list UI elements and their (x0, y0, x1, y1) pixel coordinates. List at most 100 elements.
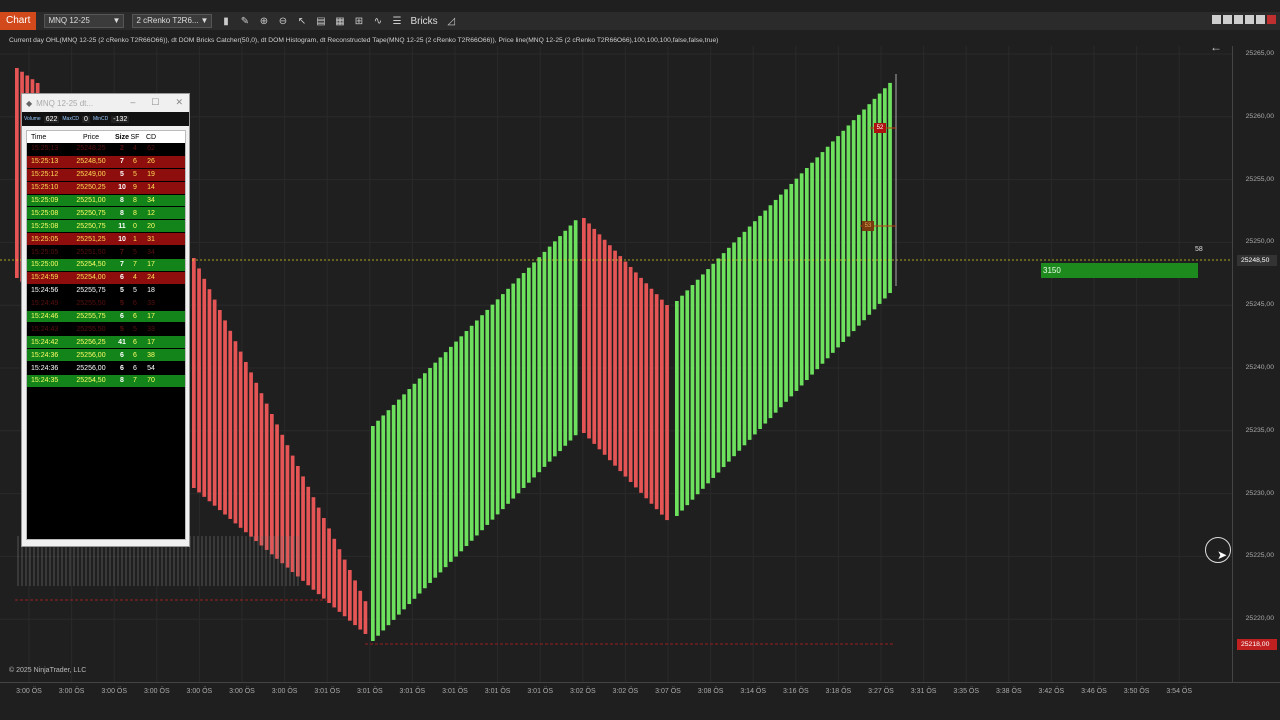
bar-type-selector[interactable]: 2 cRenko T2R6... ▼ (132, 14, 213, 28)
renko-brick-column (223, 320, 227, 515)
maximize-icon[interactable] (1223, 15, 1232, 24)
renko-brick-column (264, 403, 269, 550)
tape-cell-price: 25254,00 (76, 274, 106, 282)
tape-table[interactable]: Time Price Size SF CD 15:25:13 25248,25 2 4… (26, 130, 186, 540)
tape-cell-price: 25250,75 (76, 209, 106, 217)
renko-brick-column (644, 283, 649, 499)
data-box-icon[interactable]: ▤ (316, 15, 326, 27)
tape-cell-time: 15:25:12 (31, 171, 59, 179)
chart-tab[interactable]: Chart (0, 12, 37, 30)
pointer-icon[interactable]: ↖ (297, 15, 307, 27)
tape-cell-size: 10 (118, 184, 126, 192)
renko-brick-column (810, 162, 814, 375)
tape-cell-size: 7 (120, 158, 124, 166)
tape-title: MNQ 12-25 dt... (36, 98, 94, 108)
tape-cell-cd: 62 (147, 145, 155, 153)
renko-brick-column (721, 253, 726, 468)
time-tick-label: 3:01 ÖS (527, 688, 554, 695)
renko-brick-column (449, 346, 453, 562)
zoom-in-icon[interactable]: ⊕ (259, 15, 269, 27)
close-icon[interactable]: ✕ (175, 97, 183, 107)
drawing-tool-icon[interactable]: ◿ (447, 15, 456, 27)
minimize-icon[interactable] (1245, 15, 1254, 24)
properties-icon[interactable]: ▦ (335, 15, 345, 27)
renko-brick-column (649, 288, 654, 504)
tape-cell-size: 6 (120, 313, 124, 321)
tape-cell-time: 15:24:36 (31, 364, 59, 372)
time-tick-label: 3:54 ÖS (1166, 688, 1193, 695)
tape-cell-time: 15:24:36 (31, 351, 59, 359)
zoom-out-icon[interactable]: ⊖ (278, 15, 288, 27)
renko-brick-column (877, 93, 882, 304)
tape-cell-time: 15:24:42 (31, 338, 59, 346)
renko-brick-column (841, 130, 846, 342)
renko-brick-column (753, 221, 757, 435)
renko-brick-column (732, 242, 736, 457)
tape-cell-size: 5 (120, 171, 124, 179)
link-icon[interactable] (1234, 15, 1243, 24)
pencil-icon[interactable]: ✎ (240, 15, 250, 27)
ninjatrader-logo-icon: ◆ (26, 98, 33, 108)
tape-cell-price: 25254,50 (76, 261, 106, 269)
close-icon[interactable] (1267, 15, 1276, 24)
renko-brick-column (602, 239, 607, 455)
minimize-icon[interactable]: – (130, 97, 136, 107)
tape-titlebar[interactable]: ◆ MNQ 12-25 dt... – ☐ ✕ (22, 94, 189, 112)
strategies-icon[interactable]: ⊞ (354, 15, 364, 27)
renko-brick-column (228, 330, 233, 519)
renko-brick-column (280, 434, 285, 564)
renko-brick-column (358, 590, 363, 630)
time-tick-label: 3:01 ÖS (356, 688, 383, 695)
templates-icon[interactable]: ☰ (392, 15, 402, 27)
renko-brick-column (202, 278, 207, 497)
renko-brick-column (634, 272, 638, 488)
renko-brick-column (259, 393, 264, 546)
header-time: Time (31, 133, 47, 141)
tape-cell-sf: 5 (133, 171, 137, 179)
renko-brick-column (815, 157, 820, 370)
time-tick-label: 3:00 ÖS (58, 688, 85, 695)
tape-cell-time: 15:25:08 (31, 222, 59, 230)
renko-brick-column (438, 357, 443, 573)
tape-cell-size: 7 (120, 248, 124, 256)
renko-brick-column (464, 331, 469, 547)
time-tick-label: 3:01 ÖS (442, 688, 468, 695)
tape-cell-price: 25251,25 (76, 235, 106, 243)
bricks-button[interactable]: Bricks (410, 15, 438, 27)
renko-brick-column (851, 120, 856, 332)
renko-brick-column (716, 258, 721, 473)
indicators-icon[interactable]: ∿ (373, 15, 383, 27)
renko-brick-column (192, 258, 196, 488)
tape-cell-sf: 5 (133, 248, 137, 256)
renko-brick-column (316, 507, 321, 595)
tape-cell-time: 15:24:56 (31, 287, 59, 295)
tape-cell-sf: 8 (133, 209, 137, 217)
reconstructed-tape-window[interactable]: ◆ MNQ 12-25 dt... – ☐ ✕ Volume 622 MaxCD… (21, 93, 190, 547)
tape-cell-time: 15:25:08 (31, 209, 59, 217)
renko-brick-column (443, 352, 448, 568)
tile-icon[interactable] (1212, 15, 1221, 24)
tape-cell-price: 25249,00 (76, 171, 106, 179)
tape-row: 15:24:49 25255,50 5 6 33 (27, 297, 185, 311)
time-tick-label: 3:50 ÖS (1123, 688, 1150, 695)
restore-icon[interactable] (1256, 15, 1265, 24)
bar-chart-icon[interactable]: ▮ (223, 15, 229, 27)
maximize-icon[interactable]: ☐ (151, 97, 160, 107)
back-arrow-icon[interactable]: ← (1210, 40, 1222, 54)
price-tick-label: 25255,00 (1245, 175, 1274, 183)
time-tick-label: 3:00 ÖS (16, 688, 42, 695)
time-tick-label: 3:14 ÖS (740, 688, 767, 695)
instrument-selector[interactable]: MNQ 12-25 ▼ (44, 14, 125, 28)
tape-row: 15:25:13 25248,50 7 6 26 (27, 155, 185, 169)
time-axis[interactable]: 3:00 ÖS 3:00 ÖS 3:00 ÖS 3:00 ÖS 3:00 ÖS 3:00 … (0, 682, 1280, 704)
bricks-catcher-marker: 53 (862, 221, 874, 231)
volume-label: Volume (24, 116, 41, 122)
price-chart[interactable] (0, 46, 1232, 682)
tape-cell-sf: 6 (133, 300, 137, 308)
renko-brick-column (480, 315, 484, 531)
tape-row: 15:24:46 25255,75 6 6 17 (27, 310, 185, 324)
price-axis[interactable]: 25265,00 25260,00 25255,00 25250,00 25245,00… (1232, 46, 1280, 682)
renko-brick-column (773, 199, 778, 413)
chart-toolbar: Chart MNQ 12-25 ▼ 2 cRenko T2R6... ▼ ▮ ✎ ⊕… (0, 12, 1280, 30)
renko-brick-column (727, 247, 731, 462)
